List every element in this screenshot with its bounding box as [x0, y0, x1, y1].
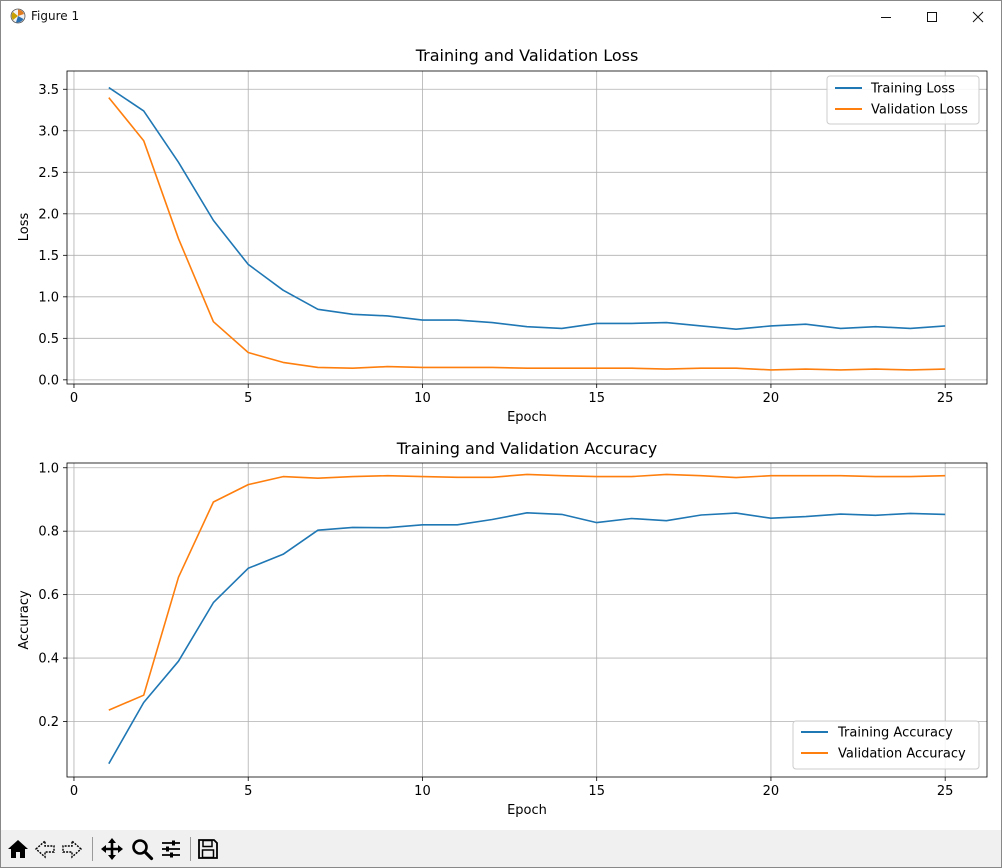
- minimize-button[interactable]: [863, 1, 909, 32]
- loss-x-axis-label: Epoch: [507, 410, 547, 425]
- loss-x-tick-label: 25: [937, 391, 954, 406]
- back-button[interactable]: [31, 835, 59, 863]
- loss-y-tick-label: 2.5: [38, 166, 59, 181]
- loss-y-tick-label: 0.5: [38, 332, 59, 347]
- accuracy-legend-label-training: Training Accuracy: [837, 726, 953, 741]
- sliders-icon: [159, 837, 183, 861]
- loss-y-tick-label: 3.0: [38, 124, 59, 139]
- toolbar-separator: [190, 837, 191, 861]
- accuracy-y-tick-label: 0.2: [38, 715, 59, 730]
- loss-y-tick-label: 3.5: [38, 83, 59, 98]
- loss-y-axis-label: Loss: [17, 213, 32, 242]
- loss-ticks: 0 5 10 15 20 25 0.0 0.5 1.0 1.5 2.0 2.5 3.0 3.5: [38, 83, 953, 406]
- minimize-icon: [880, 11, 892, 23]
- save-button[interactable]: [194, 835, 222, 863]
- back-arrow-icon: [33, 837, 57, 861]
- accuracy-y-tick-label: 0.4: [38, 652, 59, 667]
- accuracy-x-tick-label: 25: [937, 784, 954, 799]
- accuracy-x-tick-label: 10: [414, 784, 431, 799]
- accuracy-series-line-validation: [109, 474, 945, 710]
- accuracy-chart: Training and Validation Accuracy 0 5 10 15 2…: [17, 439, 987, 818]
- loss-y-tick-label: 1.5: [38, 249, 59, 264]
- accuracy-legend-label-validation: Validation Accuracy: [838, 747, 966, 762]
- accuracy-x-tick-label: 0: [70, 784, 78, 799]
- loss-chart: Training and Validation Loss 0 5 10 15 20 250…: [17, 46, 987, 425]
- accuracy-y-tick-label: 0.6: [38, 588, 59, 603]
- move-icon: [100, 837, 124, 861]
- close-icon: [972, 11, 984, 23]
- loss-x-tick-label: 10: [414, 391, 431, 406]
- accuracy-legend: Training Accuracy Validation Accuracy: [793, 721, 979, 769]
- forward-button[interactable]: [58, 835, 86, 863]
- loss-y-tick-label: 0.0: [38, 373, 59, 388]
- accuracy-series-group: [109, 474, 945, 763]
- figure-canvas[interactable]: Training and Validation Loss 0 5 10 15 20 25 0…: [1, 32, 1001, 830]
- home-button[interactable]: [4, 835, 32, 863]
- close-button[interactable]: [955, 1, 1001, 32]
- floppy-disk-icon: [196, 837, 220, 861]
- matplotlib-app-icon: [10, 8, 26, 24]
- loss-chart-title: Training and Validation Loss: [415, 46, 639, 65]
- accuracy-y-tick-label: 0.8: [38, 525, 59, 540]
- accuracy-x-axis-label: Epoch: [507, 803, 547, 818]
- toolbar-separator: [92, 837, 93, 861]
- loss-x-tick-label: 5: [244, 391, 252, 406]
- accuracy-chart-title: Training and Validation Accuracy: [396, 439, 658, 458]
- loss-y-tick-label: 1.0: [38, 290, 59, 305]
- accuracy-x-tick-label: 20: [763, 784, 780, 799]
- loss-series-line-validation: [109, 98, 945, 370]
- window-title: Figure 1: [31, 9, 79, 23]
- accuracy-y-tick-label: 1.0: [38, 461, 59, 476]
- loss-x-tick-label: 15: [588, 391, 605, 406]
- accuracy-x-tick-label: 5: [244, 784, 252, 799]
- loss-series-group: [109, 88, 945, 370]
- configure-subplots-button[interactable]: [157, 835, 185, 863]
- accuracy-y-axis-label: Accuracy: [17, 590, 32, 650]
- loss-legend: Training Loss Validation Loss: [827, 76, 979, 124]
- maximize-button[interactable]: [909, 1, 955, 32]
- forward-arrow-icon: [60, 837, 84, 861]
- navigation-toolbar: [1, 830, 1001, 867]
- loss-x-tick-label: 0: [70, 391, 78, 406]
- home-icon: [6, 837, 30, 861]
- loss-legend-label-training: Training Loss: [870, 82, 955, 97]
- loss-series-line-training: [109, 88, 945, 330]
- pan-button[interactable]: [98, 835, 126, 863]
- accuracy-x-tick-label: 15: [588, 784, 605, 799]
- magnifier-icon: [130, 837, 154, 861]
- loss-legend-label-validation: Validation Loss: [871, 103, 968, 118]
- title-bar[interactable]: Figure 1: [1, 1, 1001, 32]
- zoom-button[interactable]: [128, 835, 156, 863]
- loss-y-tick-label: 2.0: [38, 207, 59, 222]
- figure-svg: Training and Validation Loss 0 5 10 15 20 250…: [1, 32, 1001, 830]
- maximize-icon: [926, 11, 938, 23]
- loss-x-tick-label: 20: [763, 391, 780, 406]
